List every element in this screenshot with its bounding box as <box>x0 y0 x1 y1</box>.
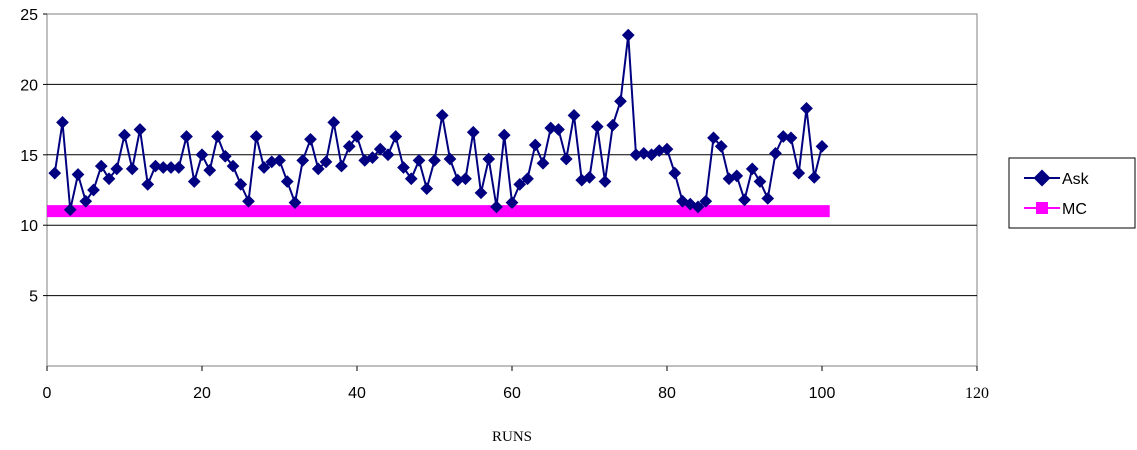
data-point <box>350 130 364 143</box>
data-point <box>474 186 488 200</box>
data-point <box>397 161 410 174</box>
data-point <box>389 130 403 143</box>
data-point <box>63 203 77 217</box>
data-point <box>280 175 294 188</box>
data-point <box>435 109 449 122</box>
data-point <box>443 152 457 166</box>
data-point <box>490 200 503 214</box>
data-point <box>87 183 100 197</box>
data-point <box>327 116 341 129</box>
y-tick-label: 10 <box>20 218 38 235</box>
x-axis-ticks: 0 20 40 60 80 100 120 <box>43 366 989 402</box>
data-point <box>288 196 302 210</box>
data-point <box>335 159 348 173</box>
data-point <box>118 128 131 142</box>
x-tick-label: 60 <box>503 385 521 402</box>
plot-area <box>46 13 978 367</box>
data-point <box>366 151 379 164</box>
data-point <box>242 194 255 208</box>
legend-label-mc: MC <box>1062 201 1087 218</box>
data-point <box>94 159 108 173</box>
data-point <box>311 162 325 176</box>
data-point <box>420 182 434 195</box>
data-point <box>172 161 186 174</box>
data-point <box>48 166 62 180</box>
data-point <box>482 152 496 166</box>
data-point <box>187 175 201 188</box>
data-point <box>381 148 395 162</box>
data-point <box>466 125 480 139</box>
y-tick-label: 25 <box>20 7 38 24</box>
data-point <box>497 128 511 142</box>
data-point <box>110 162 124 176</box>
data-point <box>71 168 85 181</box>
data-point <box>296 154 310 167</box>
legend-label-ask: Ask <box>1062 171 1090 188</box>
data-point <box>257 161 271 174</box>
data-point <box>373 142 387 156</box>
data-point <box>125 162 139 176</box>
data-point <box>342 139 356 153</box>
data-point <box>249 130 263 143</box>
y-tick-label: 15 <box>20 148 38 165</box>
data-point <box>273 154 286 167</box>
data-point <box>203 163 217 177</box>
y-tick-label: 20 <box>20 77 38 94</box>
data-point <box>180 130 193 143</box>
data-point <box>211 130 224 143</box>
legend: Ask MC <box>1008 157 1136 229</box>
data-point <box>156 161 170 174</box>
data-point <box>304 132 317 146</box>
x-tick-label: 100 <box>809 385 836 402</box>
x-tick-label: 0 <box>43 385 52 402</box>
x-axis-label: RUNS <box>492 429 532 445</box>
data-point <box>164 161 178 174</box>
x-tick-label: 80 <box>658 385 676 402</box>
legend-box <box>1008 157 1136 229</box>
data-point <box>79 194 93 208</box>
data-point <box>226 159 240 173</box>
y-axis-ticks: 5 10 15 20 25 <box>20 7 47 306</box>
data-point <box>195 148 209 162</box>
data-point <box>234 178 248 191</box>
data-point <box>404 172 418 186</box>
data-point <box>428 154 441 167</box>
data-point <box>141 178 155 191</box>
data-point <box>459 172 472 186</box>
data-point <box>102 172 116 186</box>
x-tick-label: 40 <box>348 385 366 402</box>
x-tick-label: 20 <box>193 385 211 402</box>
legend-marker-mc <box>1036 202 1048 214</box>
data-point <box>412 154 426 167</box>
x-tick-label: 120 <box>965 385 989 402</box>
y-tick-label: 5 <box>29 289 38 306</box>
data-point <box>218 149 232 163</box>
data-point <box>319 155 333 169</box>
